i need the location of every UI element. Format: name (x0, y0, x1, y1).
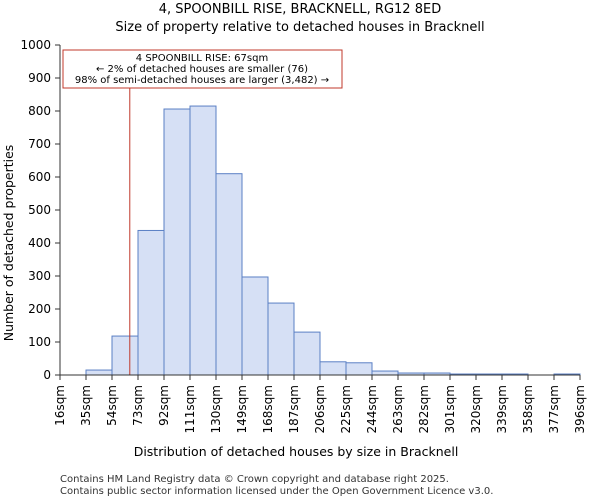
x-tick-label: 377sqm (547, 385, 561, 433)
x-axis-label: Distribution of detached houses by size … (134, 444, 459, 459)
y-tick-label: 400 (28, 236, 51, 250)
histogram-bar (293, 331, 321, 376)
y-tick-label: 1000 (20, 38, 51, 52)
y-tick-label: 600 (28, 170, 51, 184)
x-tick-label: 282sqm (417, 385, 431, 433)
histogram-bar (241, 276, 269, 376)
x-tick-label: 396sqm (573, 385, 587, 433)
x-tick-label: 111sqm (183, 385, 197, 433)
x-tick-label: 339sqm (495, 385, 509, 433)
y-tick-label: 300 (28, 269, 51, 283)
x-tick-label: 301sqm (443, 385, 457, 433)
y-tick-label: 200 (28, 302, 51, 316)
x-tick-label: 149sqm (235, 385, 249, 433)
histogram-bar (189, 105, 217, 376)
chart-subtitle: Size of property relative to detached ho… (115, 20, 484, 35)
x-tick-label: 244sqm (365, 385, 379, 433)
bars-group (85, 105, 581, 376)
histogram-bar (319, 361, 347, 376)
annotation-frame (62, 49, 343, 89)
y-tick-label: 800 (28, 104, 51, 118)
footer-line-1: Contains HM Land Registry data © Crown c… (60, 474, 449, 485)
annotation-box: 4 SPOONBILL RISE: 67sqm ← 2% of detached… (62, 49, 343, 89)
x-tick-label: 130sqm (209, 385, 223, 433)
x-tick-label: 73sqm (131, 385, 145, 426)
axes: 0 100 200 300 400 500 600 700 800 900 1000 16sqm 35s… (20, 38, 587, 433)
y-tick-label: 900 (28, 71, 51, 85)
y-tick-label: 700 (28, 137, 51, 151)
x-tick-label: 320sqm (469, 385, 483, 433)
x-tick-label: 168sqm (261, 385, 275, 433)
annotation-line-1: 4 SPOONBILL RISE: 67sqm (136, 53, 268, 64)
histogram-bar (371, 370, 399, 376)
histogram-bar (215, 173, 243, 376)
histogram-bar (111, 335, 139, 376)
y-tick-label: 0 (43, 368, 51, 382)
x-tick-label: 206sqm (313, 385, 327, 433)
histogram-bar (85, 369, 113, 376)
x-tick-label: 187sqm (287, 385, 301, 433)
x-tick-label: 225sqm (339, 385, 353, 433)
histogram-bar (345, 362, 373, 376)
x-tick-label: 358sqm (521, 385, 535, 433)
histogram-bar (163, 108, 191, 376)
x-tick-label: 263sqm (391, 385, 405, 433)
x-tick-label: 92sqm (157, 385, 171, 426)
histogram-bar (137, 229, 165, 376)
annotation-line-2: ← 2% of detached houses are smaller (76) (96, 64, 308, 75)
footer-line-2: Contains public sector information licen… (60, 486, 493, 497)
x-tick-label: 16sqm (53, 385, 67, 426)
y-tick-label: 100 (28, 335, 51, 349)
x-tick-label: 54sqm (105, 385, 119, 426)
y-tick-label: 500 (28, 203, 51, 217)
y-axis-label: Number of detached properties (1, 145, 16, 342)
chart-title: 4, SPOONBILL RISE, BRACKNELL, RG12 8ED (159, 2, 441, 17)
annotation-line-3: 98% of semi-detached houses are larger (… (75, 75, 329, 86)
histogram-bar (267, 302, 295, 376)
x-tick-label: 35sqm (79, 385, 93, 426)
